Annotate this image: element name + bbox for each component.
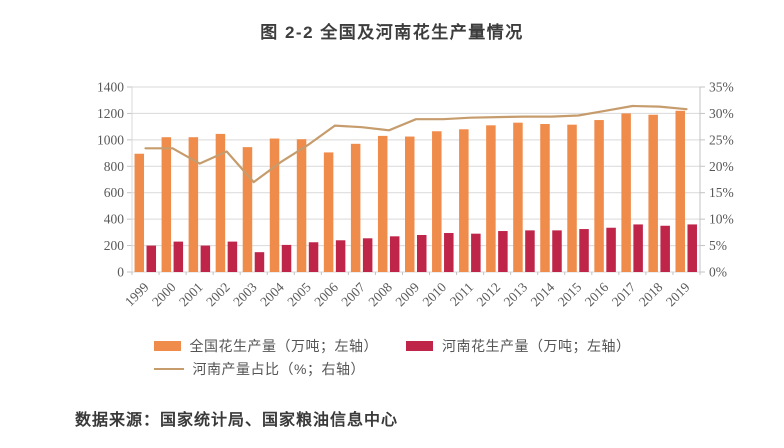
bar-henan <box>444 233 454 272</box>
x-axis-label: 2005 <box>284 279 314 309</box>
bar-national <box>134 153 145 272</box>
chart-legend: 全国花生产量（万吨；左轴） 河南花生产量（万吨；左轴） 河南产量占比（%；右轴） <box>0 334 784 380</box>
right-axis-label: 5% <box>709 238 727 253</box>
left-axis-label: 600 <box>104 185 125 200</box>
x-axis-label: 2015 <box>555 279 585 309</box>
right-axis-label: 25% <box>709 132 734 147</box>
x-axis-label: 2017 <box>609 279 639 309</box>
left-axis-label: 200 <box>104 238 125 253</box>
bar-national <box>161 137 172 272</box>
bar-national <box>486 125 496 272</box>
bar-henan <box>308 242 319 272</box>
bar-national <box>188 137 199 272</box>
x-axis-label: 2018 <box>636 279 666 309</box>
bar-national <box>215 133 226 272</box>
x-axis-label: 2007 <box>338 279 368 309</box>
bar-national <box>648 114 658 272</box>
x-axis-label: 2004 <box>257 279 287 309</box>
right-axis-label: 15% <box>709 185 734 200</box>
legend-label-share: 河南产量占比（%；右轴） <box>192 360 365 377</box>
x-axis-label: 2000 <box>149 279 179 309</box>
bar-national <box>675 110 685 273</box>
right-axis-label: 0% <box>709 265 727 280</box>
right-axis-label: 20% <box>709 159 734 174</box>
bar-henan <box>362 238 373 272</box>
x-axis-label: 2009 <box>392 279 422 309</box>
x-axis-label: 2006 <box>311 279 341 309</box>
bar-henan <box>633 224 643 272</box>
legend-row-2: 河南产量占比（%；右轴） <box>153 357 631 380</box>
bar-henan <box>660 225 670 272</box>
left-axis-label: 0 <box>117 265 124 280</box>
bar-henan <box>525 230 535 272</box>
bar-henan <box>498 231 508 272</box>
bar-henan <box>389 236 400 272</box>
national-bar-swatch <box>153 340 181 351</box>
left-axis-label: 1200 <box>97 106 124 121</box>
bar-henan <box>227 241 238 272</box>
bar-national <box>242 147 253 272</box>
right-axis-label: 30% <box>709 106 734 121</box>
bar-national <box>621 113 631 272</box>
bar-national <box>296 139 307 272</box>
left-axis-label: 400 <box>104 212 125 227</box>
legend-label-henan: 河南花生产量（万吨；左轴） <box>442 337 631 354</box>
data-source-note: 数据来源：国家统计局、国家粮油信息中心 <box>75 412 399 429</box>
bar-henan <box>606 227 616 272</box>
bar-national <box>269 138 280 272</box>
bar-national <box>377 135 388 272</box>
bar-national <box>459 129 469 272</box>
bar-henan <box>552 230 562 272</box>
right-axis-label: 10% <box>709 212 734 227</box>
bar-henan <box>146 245 157 272</box>
bar-national <box>405 136 415 272</box>
x-axis-label: 2012 <box>474 280 504 310</box>
x-axis-label: 2011 <box>447 280 476 309</box>
x-axis-label: 2016 <box>582 279 612 309</box>
left-axis-label: 1400 <box>97 80 124 95</box>
x-axis-label: 2019 <box>663 279 693 309</box>
bar-henan <box>173 241 184 272</box>
legend-item-national: 全国花生产量（万吨；左轴） <box>153 336 379 356</box>
bar-national <box>432 131 442 272</box>
share-line-swatch <box>153 367 184 370</box>
bar-henan <box>200 245 211 272</box>
bar-national <box>567 124 577 273</box>
bar-national <box>350 143 361 272</box>
henan-bar-swatch <box>406 340 433 351</box>
bar-henan <box>335 240 346 272</box>
bar-henan <box>687 224 697 272</box>
bar-henan <box>417 235 427 272</box>
x-axis-label: 1999 <box>122 279 152 309</box>
x-axis-label: 2001 <box>176 280 206 310</box>
x-axis-label: 2008 <box>365 279 395 309</box>
bar-national <box>323 152 334 272</box>
left-axis-label: 800 <box>104 159 125 174</box>
bar-national <box>540 124 550 272</box>
x-axis-label: 2003 <box>230 279 260 309</box>
x-axis-label: 2014 <box>528 279 558 309</box>
legend-item-share: 河南产量占比（%；右轴） <box>153 359 365 379</box>
chart-title: 图 2-2 全国及河南花生产量情况 <box>260 23 524 42</box>
combo-chart: 0 0% 200 5% 400 10% 600 15% 800 20% 1000 25% 1200 30%… <box>97 80 734 310</box>
x-axis-label: 2010 <box>419 279 449 309</box>
legend-row-1: 全国花生产量（万吨；左轴） 河南花生产量（万吨；左轴） <box>153 334 631 357</box>
bar-henan <box>579 229 589 272</box>
x-axis-label: 2002 <box>203 280 233 310</box>
x-axis-label: 2013 <box>501 279 531 309</box>
legend-inner: 全国花生产量（万吨；左轴） 河南花生产量（万吨；左轴） 河南产量占比（%；右轴） <box>153 334 631 380</box>
share-line <box>144 104 688 184</box>
bar-national <box>594 120 604 273</box>
legend-label-national: 全国花生产量（万吨；左轴） <box>189 337 378 354</box>
bar-henan <box>254 252 265 272</box>
bar-henan <box>281 244 292 272</box>
right-axis-label: 35% <box>709 80 734 95</box>
bar-henan <box>471 233 481 272</box>
left-axis-label: 1000 <box>97 132 124 147</box>
bar-national <box>513 122 523 272</box>
legend-item-henan: 河南花生产量（万吨；左轴） <box>406 336 631 356</box>
